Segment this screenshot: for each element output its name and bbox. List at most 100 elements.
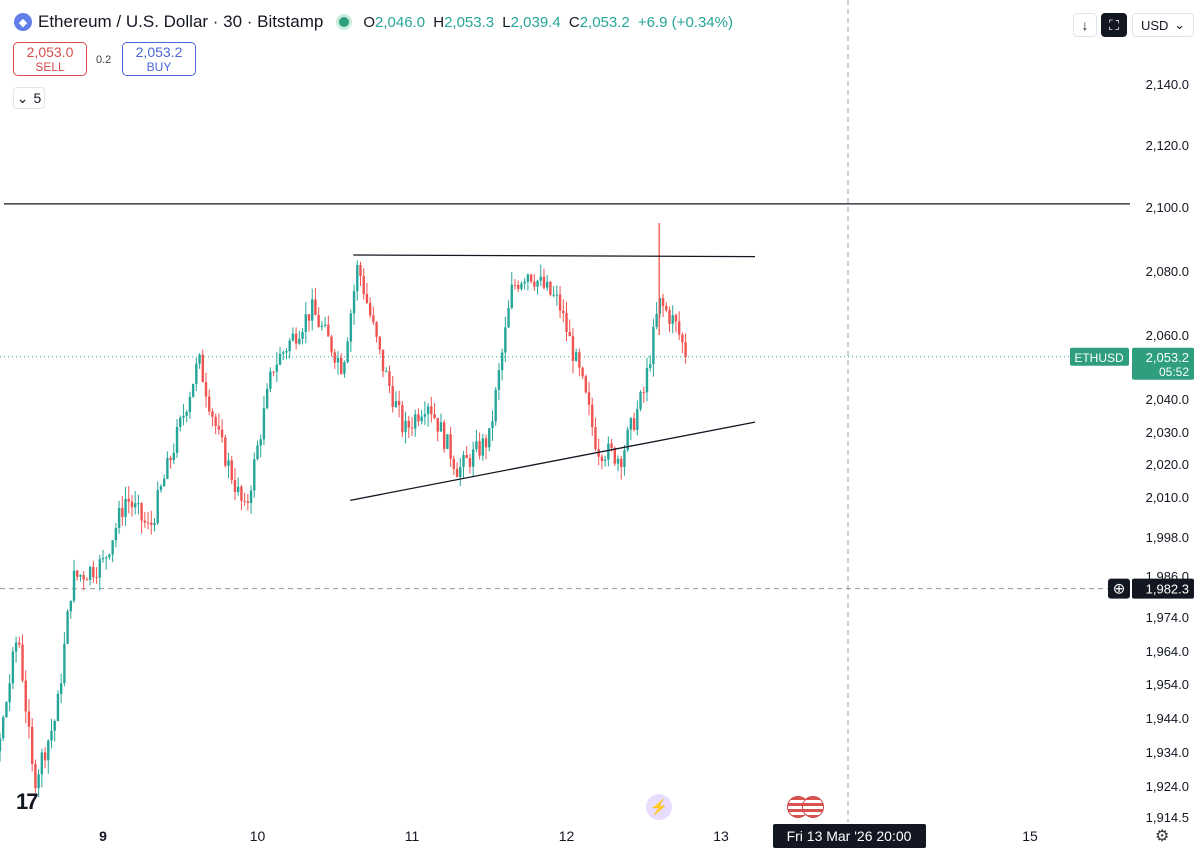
candle-body — [95, 577, 98, 579]
tradingview-logo-icon[interactable]: 17 — [16, 789, 39, 814]
candle-body — [381, 349, 385, 372]
candle-body — [484, 438, 488, 448]
time-axis-tick: 11 — [405, 828, 420, 844]
candle-body — [571, 336, 575, 361]
candle-body — [269, 371, 272, 389]
candle-body — [288, 340, 291, 352]
candle-body — [568, 331, 571, 337]
candle-body — [388, 371, 391, 387]
candle-body — [230, 460, 233, 480]
time-axis-tick: 12 — [559, 828, 575, 844]
indicators-toggle[interactable]: ⌄ 5 — [13, 87, 45, 109]
candle-body — [265, 388, 269, 409]
candle-body — [542, 276, 546, 288]
buy-button[interactable]: 2,053.2 BUY — [122, 42, 196, 76]
candle-body — [79, 575, 82, 577]
price-axis-tick: 1,964.0 — [1146, 644, 1189, 659]
candle-body — [455, 468, 459, 477]
candle-body — [565, 312, 568, 332]
candle-body — [439, 422, 443, 432]
candle-body — [620, 458, 623, 468]
price-axis-tick: 1,998.0 — [1146, 530, 1189, 545]
candle-body — [282, 352, 285, 354]
candle-body — [227, 460, 230, 466]
candle-body — [584, 376, 588, 393]
symbol-price-tag-label: ETHUSD — [1074, 351, 1124, 365]
candle-body — [603, 459, 607, 462]
candle-body — [465, 455, 468, 459]
candle-body — [298, 338, 301, 344]
candle-body — [677, 321, 681, 335]
candle-body — [607, 443, 610, 460]
chevron-down-icon: ⌄ — [16, 89, 29, 106]
candle-body — [275, 364, 279, 372]
candle-body — [201, 354, 204, 383]
candle-body — [14, 642, 18, 652]
time-axis-tick: 10 — [250, 828, 266, 844]
crosshair-price-value: 1,982.3 — [1146, 582, 1189, 597]
price-axis-tick: 2,080.0 — [1146, 264, 1189, 279]
candle-body — [665, 306, 668, 311]
arrow-down-icon: ↓ — [1081, 17, 1089, 33]
candle-body — [343, 362, 346, 374]
candle-body — [140, 503, 143, 521]
candle-body — [2, 717, 5, 739]
candle-body — [249, 490, 253, 503]
candle-body — [256, 445, 259, 460]
candle-body — [397, 401, 401, 406]
candle-body — [18, 642, 21, 645]
trend-line — [350, 421, 756, 501]
candle-body — [130, 501, 134, 508]
candle-body — [146, 522, 150, 524]
candle-body — [368, 302, 372, 316]
price-axis-tick: 2,020.0 — [1146, 457, 1189, 472]
candle-body — [69, 600, 73, 612]
candle-body — [636, 408, 639, 430]
us-flag-icon[interactable] — [802, 796, 824, 818]
gear-icon[interactable]: ⚙ — [1155, 828, 1170, 845]
candle-body — [63, 643, 66, 684]
candle-body — [211, 411, 214, 417]
candle-body — [34, 763, 37, 789]
candle-body — [143, 520, 147, 523]
candle-body — [76, 570, 79, 577]
candle-body — [301, 332, 304, 339]
sell-button[interactable]: 2,053.0 SELL — [13, 42, 87, 76]
price-axis-tick: 1,924.0 — [1146, 779, 1189, 794]
lightning-icon[interactable]: ⚡ — [646, 794, 672, 820]
candle-body — [600, 456, 604, 462]
candle-body — [124, 498, 127, 517]
candle-body — [500, 352, 504, 371]
candle-body — [53, 721, 56, 731]
candle-body — [552, 294, 555, 296]
candle-body — [423, 414, 427, 417]
candle-body — [430, 406, 433, 415]
download-button[interactable]: ↓ — [1073, 13, 1097, 37]
candle-body — [169, 457, 172, 461]
time-axis-tick: 9 — [99, 828, 107, 844]
symbol-title[interactable]: Ethereum / U.S. Dollar · 30 · Bitstamp — [38, 12, 324, 31]
price-axis-tick: 2,100.0 — [1146, 200, 1189, 215]
price-axis-tick: 1,914.5 — [1146, 810, 1189, 825]
candle-body — [133, 503, 137, 508]
candle-body — [520, 283, 523, 289]
candle-body — [304, 314, 307, 333]
price-axis-tick: 2,010.0 — [1146, 490, 1189, 505]
crosshair-time-tag — [773, 824, 926, 848]
candle-body — [352, 291, 356, 314]
plus-circle-icon-glyph: ⊕ — [1113, 581, 1126, 598]
candle-body — [674, 315, 678, 322]
currency-select[interactable]: USD ⌄ — [1132, 13, 1194, 37]
candle-body — [642, 392, 645, 394]
change-value: +6.9 (+0.34%) — [637, 13, 733, 31]
candle-body — [175, 426, 179, 453]
candle-body — [92, 566, 95, 578]
candle-body — [414, 414, 417, 429]
candle-body — [507, 307, 510, 328]
fullscreen-button[interactable]: ⛶ — [1101, 13, 1127, 37]
candle-body — [21, 644, 24, 681]
candle-body — [330, 336, 333, 353]
candle-body — [471, 449, 475, 467]
candle-body — [594, 427, 597, 450]
